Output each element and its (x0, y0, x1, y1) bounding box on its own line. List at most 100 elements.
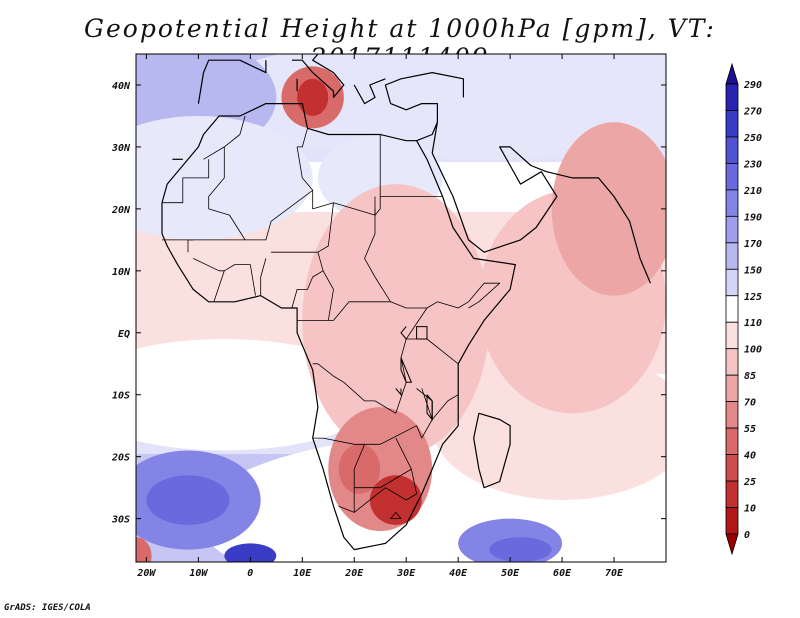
coastline-3 (431, 122, 438, 154)
colorbar-label-12: 70 (744, 398, 756, 409)
colorbar-swatch-14 (725, 454, 739, 482)
colorbar-label-1: 270 (743, 106, 762, 117)
colorbar-swatch-12 (725, 401, 739, 429)
lon-tick-label-6: 40E (449, 568, 468, 579)
country-border-6 (162, 159, 210, 204)
colorbar-swatch-3 (725, 163, 739, 191)
coastline-6 (291, 54, 345, 99)
country-border-2 (296, 146, 314, 191)
colorbar: 2902702502302101901701501251101008570554… (725, 62, 762, 556)
lake-outline-4 (400, 326, 407, 340)
field-contour-18 (489, 537, 552, 562)
field-contour-11 (369, 475, 422, 525)
field-contour-12 (338, 444, 381, 494)
lat-tick-label-1: 30N (111, 143, 131, 154)
lat-tick-label-7: 30S (111, 515, 130, 526)
country-border-22 (353, 469, 418, 513)
field-contour-16 (146, 475, 230, 525)
colorbar-label-9: 110 (744, 318, 762, 329)
colorbar-swatch-7 (725, 268, 739, 297)
lake-outline-2 (426, 394, 433, 421)
country-border-3 (297, 128, 308, 148)
lake-outline-3 (395, 388, 402, 397)
country-border-16 (297, 301, 391, 321)
map-axes: 20W 10W 0 10E 20E 30E 40E 50E 60E 70E 40N 30N 20N 10N… (111, 54, 666, 579)
colorbar-swatch-10 (725, 348, 739, 376)
grads-credit: GrADS: IGES/COLA (4, 603, 91, 613)
lake-outline-0 (416, 326, 428, 340)
colorbar-swatch-2 (725, 136, 739, 164)
colorbar-label-10: 100 (744, 345, 762, 356)
coastline-7 (353, 78, 386, 105)
colorbar-swatch-11 (725, 374, 739, 403)
country-border-12 (213, 270, 225, 302)
lat-tick-label-6: 20S (111, 453, 130, 464)
lake-outline-1 (400, 357, 413, 383)
geography-lines (161, 54, 651, 551)
country-border-7 (364, 208, 501, 309)
lon-tick-label-0: 20W (136, 568, 156, 579)
colorbar-swatch-8 (725, 295, 739, 323)
country-border-20 (353, 437, 412, 489)
colorbar-swatch-0 (725, 83, 739, 111)
country-border-15 (291, 270, 324, 309)
country-border-18 (405, 307, 428, 340)
lon-tick-label-9: 70E (605, 568, 624, 579)
colorbar-label-2: 250 (743, 133, 762, 144)
colorbar-label-8: 125 (744, 292, 762, 303)
colorbar-swatch-4 (725, 189, 739, 217)
plot-frame (135, 53, 667, 563)
coastline-4 (431, 146, 651, 284)
colorbar-label-16: 10 (744, 504, 756, 515)
field-contour-14 (297, 78, 329, 116)
colorbar-label-14: 40 (744, 451, 756, 462)
colorbar-swatch-9 (725, 321, 739, 350)
colorbar-swatch-15 (725, 480, 739, 508)
colorbar-label-4: 210 (743, 186, 762, 197)
country-border-23 (390, 512, 402, 519)
colorbar-label-15: 25 (743, 477, 756, 488)
country-border-1 (208, 146, 376, 241)
lon-tick-label-8: 60E (553, 568, 572, 579)
country-border-8 (317, 202, 334, 321)
field-contour-7 (302, 184, 490, 457)
map-plot-area (135, 53, 667, 563)
colorbar-swatch-6 (725, 242, 739, 270)
colorbar-label-5: 190 (744, 212, 762, 223)
country-border-4 (374, 134, 381, 216)
country-border-10 (260, 258, 267, 296)
lat-tick-label-5: 10S (112, 391, 130, 402)
lon-tick-label-2: 0 (247, 568, 253, 579)
lon-tick-label-1: 10W (189, 568, 208, 579)
colorbar-bottom-arrow (725, 533, 739, 556)
lon-tick-label-4: 20E (344, 568, 364, 579)
lat-tick-label-0: 40N (112, 81, 131, 92)
colorbar-swatch-13 (725, 427, 739, 455)
coastline-5 (197, 59, 267, 104)
lon-tick-label-5: 30E (396, 568, 416, 579)
field-contour-9 (551, 122, 666, 296)
field-contour-19 (224, 543, 277, 562)
colorbar-label-0: 290 (743, 80, 762, 91)
lat-tick-label-4: EQ (118, 329, 130, 340)
colorbar-label-6: 170 (744, 239, 762, 250)
country-border-13 (187, 239, 246, 253)
country-border-11 (193, 258, 256, 296)
coastline-1 (473, 412, 511, 489)
colorbar-label-13: 55 (744, 424, 756, 435)
field-contour-20 (136, 537, 152, 562)
colorbar-label-17: 0 (744, 530, 750, 541)
colorbar-swatch-1 (725, 110, 739, 138)
lat-tick-label-3: 10N (112, 267, 131, 278)
lon-tick-label-7: 50E (501, 568, 520, 579)
colorbar-label-11: 85 (744, 371, 756, 382)
colorbar-swatch-16 (725, 507, 739, 535)
colorbar-swatch-5 (725, 215, 739, 244)
lat-tick-label-2: 20N (111, 205, 131, 216)
colorbar-top-arrow (725, 62, 739, 85)
colorbar-label-7: 150 (744, 265, 762, 276)
lon-tick-label-3: 10E (293, 568, 312, 579)
colorbar-label-3: 230 (743, 159, 762, 170)
country-border-0 (203, 115, 246, 160)
